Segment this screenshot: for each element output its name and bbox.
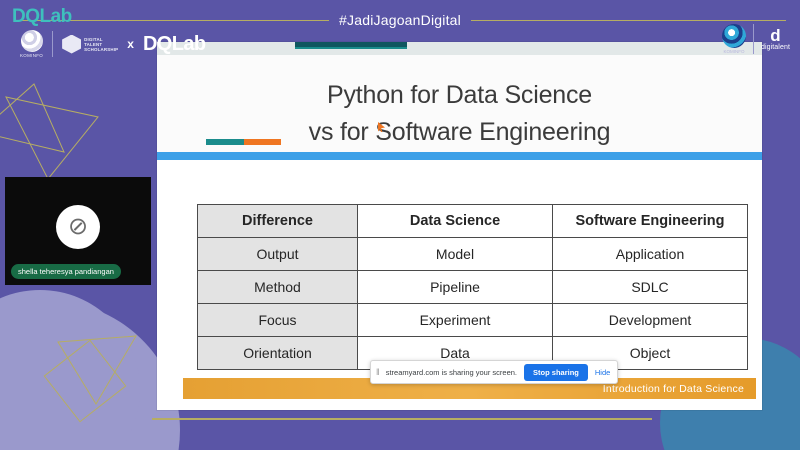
collaboration-cross-label: x [127, 37, 134, 51]
table-header-row: Difference Data Science Software Enginee… [197, 204, 748, 238]
header-rule-left [14, 19, 330, 21]
digital-talent-logo: DIGITAL TALENT SCHOLARSHIP [62, 34, 118, 54]
comparison-table: Difference Data Science Software Enginee… [197, 204, 748, 370]
participant-video-tile[interactable]: ⊘ shella teheresya pandiangan [5, 177, 151, 285]
drag-handle-icon[interactable]: ‖ [376, 366, 380, 377]
table-cell-software-engineering: Development [552, 303, 748, 337]
page-title: Python for Data Science vs for Software … [157, 77, 762, 151]
table-row: Output Model Application [197, 237, 748, 271]
table-cell-data-science: Model [357, 237, 553, 271]
table-header: Difference Data Science Software Enginee… [197, 204, 748, 238]
kominfo-logo: KOMINFO [20, 30, 43, 58]
hashtag-row: #JadiJagoanDigital [0, 9, 800, 31]
dts-line-3: SCHOLARSHIP [84, 46, 119, 52]
stop-sharing-button[interactable]: Stop sharing [524, 363, 588, 381]
slide-title-line-1: Python for Data Science [327, 81, 592, 109]
table-row: Method Pipeline SDLC [197, 270, 748, 304]
slide-footer-text: Introduction for Data Science [602, 382, 744, 395]
header-rule-right [470, 19, 786, 21]
hide-button[interactable]: Hide [594, 367, 611, 377]
table-col-header-software-engineering: Software Engineering [552, 204, 748, 238]
table-row: Focus Experiment Development [197, 303, 748, 337]
dqlab-partner-logo: DQLab [142, 32, 206, 55]
logo-divider-2 [752, 24, 754, 54]
screen-share-message: streamyard.com is sharing your screen. [385, 367, 518, 377]
gold-triangle-svg-1 [0, 83, 65, 153]
screen-share-notification[interactable]: ‖ streamyard.com is sharing your screen.… [370, 360, 619, 384]
table-cell-software-engineering: SDLC [552, 270, 748, 304]
avatar: ⊘ [56, 204, 100, 249]
table-body: Output Model Application Method Pipeline… [197, 237, 748, 370]
slide-blue-divider [157, 152, 762, 160]
purple-blob-shape [0, 300, 180, 450]
gold-triangle-svg-2 [5, 96, 99, 180]
header-right-logo-group: KOMINFO d digitalent [721, 24, 790, 54]
title-accent-line [206, 139, 281, 145]
header-left-logo-group: KOMINFO DIGITAL TALENT SCHOLARSHIP x DQL… [20, 30, 206, 58]
slide-teal-tab [295, 42, 407, 49]
digital-talent-wordmark: DIGITAL TALENT SCHOLARSHIP [84, 37, 118, 52]
dts-line-2: TALENT [84, 41, 103, 47]
kominfo-icon-right [721, 24, 746, 48]
accent-segment-teal [206, 139, 244, 145]
table-cell-software-engineering: Application [552, 237, 748, 271]
mouse-cursor-icon [378, 122, 385, 132]
table-col-header-difference: Difference [197, 204, 358, 238]
campaign-hashtag: #JadiJagoanDigital [339, 12, 461, 28]
table-cell-data-science: Experiment [357, 303, 553, 337]
gold-divider-line-bottom [152, 418, 652, 420]
dqlab-logo-top: DQLab [12, 6, 72, 28]
digitalent-logo-right: d digitalent [760, 25, 790, 51]
table-col-header-data-science: Data Science [357, 204, 553, 238]
gold-triangle-outline-1 [0, 82, 66, 154]
table-cell-difference: Orientation [197, 336, 358, 370]
participant-name-label: shella teheresya pandiangan [11, 264, 121, 279]
kominfo-label-right: KOMINFO [723, 49, 745, 54]
table-cell-difference: Focus [197, 303, 358, 337]
gold-triangle-svg-3 [43, 335, 137, 423]
accent-segment-orange [243, 139, 281, 145]
kominfo-icon [20, 30, 43, 52]
gold-triangle-outline-3 [40, 308, 150, 423]
digitalent-icon: d [770, 25, 781, 45]
table-cell-difference: Output [197, 237, 358, 271]
person-icon: ⊘ [67, 212, 89, 240]
digitalent-label: digitalent [760, 43, 790, 51]
digital-talent-icon [62, 34, 82, 54]
table-cell-difference: Method [197, 270, 358, 304]
dqlab-logo-top-text: DQLab [12, 6, 72, 27]
table-cell-data-science: Pipeline [357, 270, 553, 304]
purple-blob-shape-secondary [0, 290, 140, 450]
gold-triangle-outline-2 [2, 95, 102, 181]
slide-title-line-2: vs for Software Engineering [308, 118, 611, 146]
dts-line-1: DIGITAL [84, 36, 103, 42]
shared-slide: Python for Data Science vs for Software … [157, 42, 762, 410]
logo-divider-1 [52, 31, 54, 57]
slide-title-zone: Python for Data Science vs for Software … [157, 55, 762, 152]
stream-header: #JadiJagoanDigital DQLab KOMINFO DIGITAL… [0, 0, 800, 68]
kominfo-logo-right: KOMINFO [721, 24, 746, 54]
kominfo-label: KOMINFO [20, 53, 44, 58]
